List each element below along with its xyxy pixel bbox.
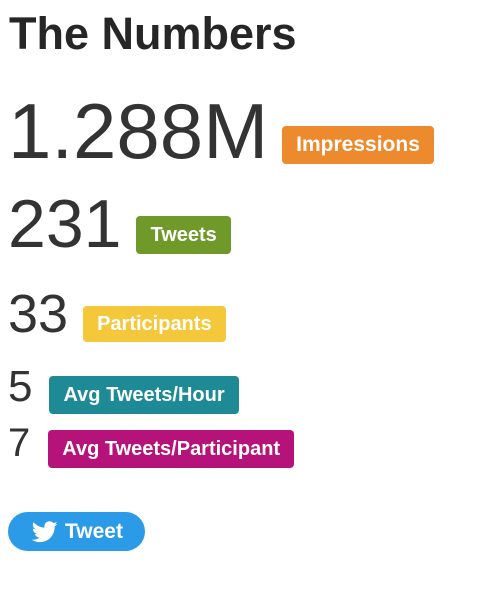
stat-badge: Impressions	[282, 126, 434, 164]
stat-badge: Avg Tweets/Participant	[48, 430, 295, 468]
stat-badge: Tweets	[136, 216, 231, 254]
stat-avg-tweets-per-participant: 7 Avg Tweets/Participant	[8, 418, 295, 468]
stat-impressions: 1.288M Impressions	[8, 90, 434, 172]
stat-value: 7	[8, 421, 31, 465]
twitter-bird-icon	[31, 520, 58, 543]
stat-value: 5	[8, 362, 33, 411]
stat-avg-tweets-per-hour: 5 Avg Tweets/Hour	[8, 360, 239, 414]
tweet-button[interactable]: Tweet	[8, 512, 145, 551]
stat-badge: Avg Tweets/Hour	[49, 376, 239, 414]
stat-value: 33	[8, 284, 69, 344]
stat-value: 231	[8, 186, 122, 262]
stat-tweets: 231 Tweets	[8, 188, 231, 260]
stat-badge: Participants	[83, 306, 226, 342]
stat-value: 1.288M	[8, 87, 269, 175]
page-title: The Numbers	[9, 8, 297, 59]
stat-participants: 33 Participants	[8, 284, 226, 344]
tweet-button-label: Tweet	[65, 519, 123, 543]
